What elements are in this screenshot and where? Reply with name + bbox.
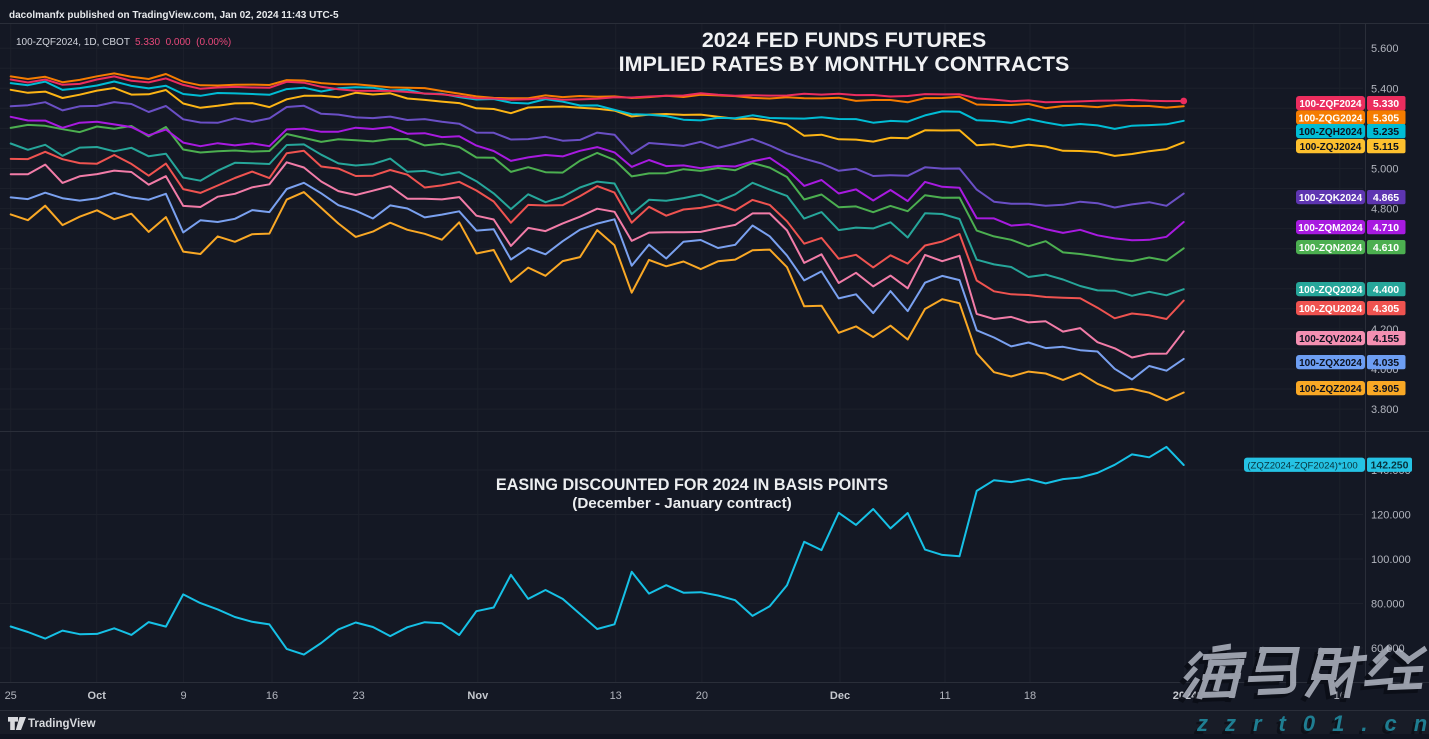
svg-text:4.610: 4.610 (1373, 242, 1399, 254)
svg-text:100-ZQF2024: 100-ZQF2024 (1299, 99, 1362, 110)
svg-text:4.800: 4.800 (1371, 204, 1399, 216)
svg-text:100-ZQQ2024: 100-ZQQ2024 (1299, 285, 1363, 296)
svg-text:Oct: Oct (88, 690, 107, 702)
svg-text:18: 18 (1024, 690, 1036, 702)
svg-text:zzrt01.cn: zzrt01.cn (1193, 714, 1429, 739)
svg-text:5.000: 5.000 (1371, 164, 1399, 176)
svg-text:11: 11 (939, 690, 950, 702)
svg-text:5.235: 5.235 (1373, 126, 1399, 138)
svg-text:120.000: 120.000 (1371, 510, 1411, 522)
svg-text:TradingView: TradingView (28, 718, 96, 730)
svg-text:100-ZQX2024: 100-ZQX2024 (1299, 358, 1362, 369)
svg-text:142.250: 142.250 (1371, 460, 1409, 472)
svg-text:5.600: 5.600 (1371, 43, 1399, 55)
svg-text:4.400: 4.400 (1373, 284, 1399, 296)
svg-text:zzrt01.cn: zzrt01.cn (1196, 711, 1429, 736)
svg-text:4.155: 4.155 (1373, 333, 1399, 345)
svg-text:13: 13 (610, 690, 622, 702)
svg-text:100-ZQJ2024: 100-ZQJ2024 (1300, 142, 1362, 153)
svg-text:2024 FED FUNDS FUTURES: 2024 FED FUNDS FUTURES (702, 28, 986, 52)
svg-text:100-ZQH2024: 100-ZQH2024 (1299, 127, 1363, 138)
svg-text:4.865: 4.865 (1373, 192, 1399, 204)
svg-text:Nov: Nov (467, 690, 489, 702)
svg-text:100-ZQN2024: 100-ZQN2024 (1299, 243, 1363, 254)
svg-text:5.115: 5.115 (1373, 141, 1399, 153)
svg-text:5.330: 5.330 (1373, 98, 1399, 110)
svg-text:100-ZQM2024: 100-ZQM2024 (1298, 223, 1363, 234)
svg-text:IMPLIED RATES BY MONTHLY CONTR: IMPLIED RATES BY MONTHLY CONTRACTS (619, 52, 1070, 76)
svg-text:5.305: 5.305 (1373, 112, 1399, 124)
svg-text:100-ZQK2024: 100-ZQK2024 (1299, 193, 1363, 204)
svg-text:(ZQZ2024-ZQF2024)*100: (ZQZ2024-ZQF2024)*100 (1247, 461, 1357, 472)
svg-text:23: 23 (353, 690, 365, 702)
svg-text:25: 25 (5, 690, 17, 702)
svg-text:100-ZQU2024: 100-ZQU2024 (1299, 304, 1363, 315)
svg-text:(December - January contract): (December - January contract) (572, 495, 791, 512)
svg-text:3.905: 3.905 (1373, 383, 1399, 395)
svg-text:3.800: 3.800 (1371, 404, 1399, 416)
svg-text:100-ZQG2024: 100-ZQG2024 (1299, 113, 1363, 124)
svg-text:4.305: 4.305 (1373, 303, 1399, 315)
svg-text:100.000: 100.000 (1371, 554, 1411, 566)
svg-text:100-ZQZ2024: 100-ZQZ2024 (1299, 384, 1362, 395)
svg-text:100-ZQV2024: 100-ZQV2024 (1299, 334, 1362, 345)
svg-text:4.035: 4.035 (1373, 357, 1399, 369)
svg-text:dacolmanfx published on Tradin: dacolmanfx published on TradingView.com,… (9, 10, 339, 21)
svg-text:20: 20 (696, 690, 708, 702)
svg-text:100-ZQF2024, 1D, CBOT: 100-ZQF2024, 1D, CBOT (16, 37, 130, 48)
svg-text:5.330 0.000 (0.00%): 5.330 0.000 (0.00%) (135, 37, 231, 48)
svg-text:4.710: 4.710 (1373, 222, 1399, 234)
svg-text:Dec: Dec (830, 690, 850, 702)
svg-text:80.000: 80.000 (1371, 599, 1405, 611)
svg-text:9: 9 (181, 690, 187, 702)
svg-text:5.400: 5.400 (1371, 83, 1399, 95)
svg-text:16: 16 (266, 690, 278, 702)
svg-text:EASING DISCOUNTED FOR 2024 IN: EASING DISCOUNTED FOR 2024 IN BASIS POIN… (496, 476, 888, 494)
